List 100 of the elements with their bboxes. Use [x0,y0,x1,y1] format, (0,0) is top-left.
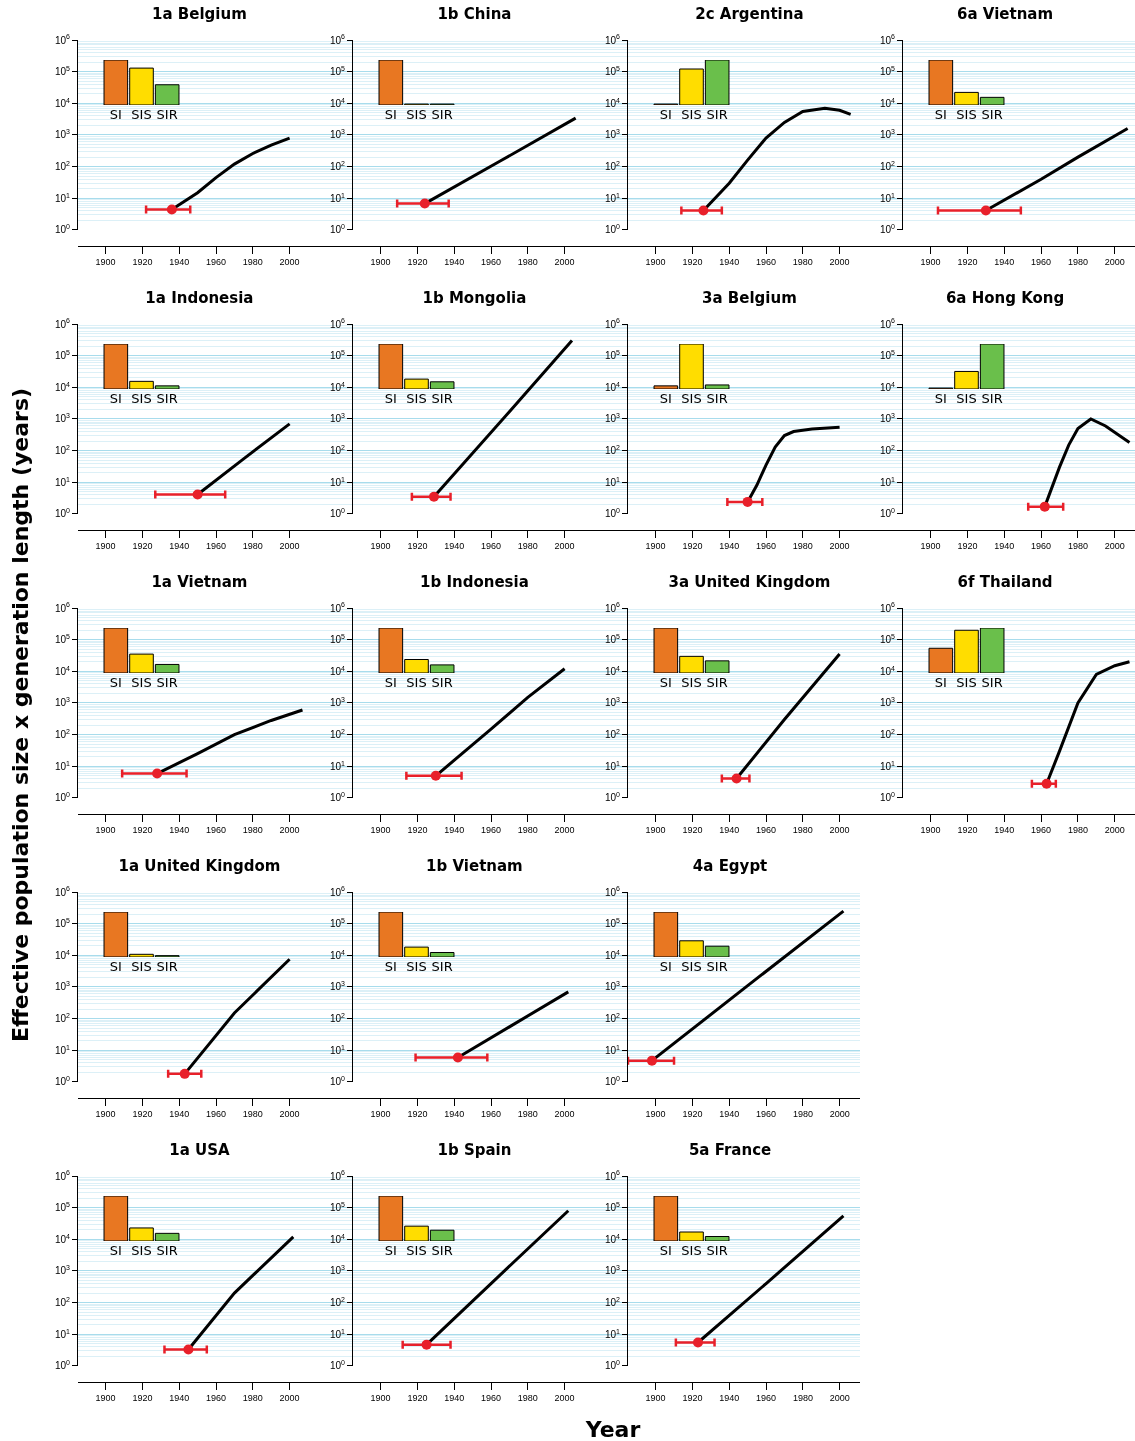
x-tick-label: SIR [156,107,178,122]
x-tick-label: SIR [431,959,453,974]
x-tick-label: 1980 [517,256,538,267]
y-tick-label: 10$^{6}$ [54,317,71,330]
chart-title: 6f Thailand [957,573,1053,592]
x-tick-label: 1900 [370,1108,391,1119]
y-tick-label: 10$^{1}$ [604,759,621,772]
x-axis-title: Year [585,1416,641,1441]
y-tick-label: 10$^{3}$ [329,980,346,993]
x-tick-label: SIS [956,107,977,122]
y-tick-label: 10$^{4}$ [329,96,346,109]
x-tick-label: 1900 [645,256,666,267]
x-tick-label: 1920 [132,540,153,551]
x-tick-label: 1960 [480,1392,502,1403]
y-tick-label: 10$^{1}$ [54,1327,71,1340]
y-tick-label: 10$^{5}$ [329,916,346,930]
y-tick-label: 10$^{4}$ [54,948,71,961]
x-tick-label: SI [109,959,122,974]
chart-title: 1a United Kingdom [118,857,281,876]
y-tick-label: 10$^{1}$ [329,1327,346,1340]
x-tick-label: SI [109,1243,122,1258]
x-tick-label: 1920 [682,540,703,551]
y-tick-label: 10$^{5}$ [329,1200,346,1214]
x-tick-label: 2000 [279,1108,300,1119]
y-tick-label: 10$^{3}$ [879,412,896,425]
y-tick-label: 10$^{0}$ [329,1359,346,1372]
x-tick-label: SI [384,1243,397,1258]
y-tick-label: 10$^{6}$ [329,1169,346,1182]
y-tick-label: 10$^{1}$ [54,191,71,204]
y-tick-label: 10$^{5}$ [54,64,71,78]
x-tick-label: 1900 [645,1392,666,1403]
y-tick-label: 10$^{2}$ [329,1011,346,1025]
y-tick-label: 10$^{4}$ [329,948,346,961]
y-tick-label: 10$^{6}$ [54,1169,71,1182]
x-tick-label: 1920 [957,824,978,835]
x-tick-label: 1900 [95,540,116,551]
x-tick-label: 1940 [444,540,465,551]
y-tick-label: 10$^{5}$ [604,632,621,646]
x-tick-label: SIS [956,391,977,406]
x-tick-label: SIR [156,675,178,690]
x-tick-label: 1940 [169,1392,190,1403]
chart-title: 1b China [437,5,512,24]
x-tick-label: SIS [681,1243,702,1258]
y-tick-label: 10$^{2}$ [879,443,896,457]
y-axis-title: Effective population size x generation length (years) [7,387,33,1043]
chart-title: 6a Hong Kong [945,289,1065,308]
y-tick-label: 10$^{5}$ [54,348,71,362]
x-tick-label: 1940 [444,824,465,835]
x-tick-label: 1940 [169,256,190,267]
y-tick-label: 10$^{1}$ [879,475,896,488]
x-tick-label: 1960 [205,540,227,551]
x-tick-label: SI [109,675,122,690]
chart-title: 6a Vietnam [957,5,1054,24]
y-tick-label: 10$^{3}$ [329,696,346,709]
y-tick-label: 10$^{1}$ [604,475,621,488]
x-tick-label: 1980 [242,256,263,267]
x-tick-label: SI [934,675,947,690]
y-tick-label: 10$^{0}$ [604,791,621,804]
y-tick-label: 10$^{3}$ [54,980,71,993]
x-tick-label: 1980 [792,1108,813,1119]
y-tick-label: 10$^{2}$ [54,727,71,741]
chart-title: 1a USA [169,1141,231,1160]
x-tick-label: 1940 [719,1392,740,1403]
x-tick-label: 1920 [957,256,978,267]
x-tick-label: 1980 [517,1108,538,1119]
x-tick-label: 1980 [1067,824,1088,835]
x-tick-label: 1980 [792,540,813,551]
x-tick-label: 2000 [554,540,575,551]
x-tick-label: 1960 [205,1392,227,1403]
x-tick-label: 1920 [407,256,428,267]
y-tick-label: 10$^{1}$ [54,759,71,772]
y-tick-label: 10$^{5}$ [329,632,346,646]
y-tick-label: 10$^{4}$ [604,96,621,109]
x-tick-label: 2000 [554,1392,575,1403]
x-tick-label: 2000 [829,256,850,267]
x-tick-label: SI [659,107,672,122]
x-tick-label: SIR [981,675,1003,690]
x-tick-label: 1900 [920,540,941,551]
x-tick-label: 1980 [517,824,538,835]
x-tick-label: SIR [156,1243,178,1258]
y-tick-label: 10$^{6}$ [54,601,71,614]
x-tick-label: 1940 [444,256,465,267]
x-tick-label: 1920 [682,1392,703,1403]
x-tick-label: 2000 [829,1108,850,1119]
x-tick-label: 1960 [205,824,227,835]
x-tick-label: SI [384,391,397,406]
x-tick-label: SIR [981,391,1003,406]
y-tick-label: 10$^{4}$ [329,1232,346,1245]
x-tick-label: 1900 [95,824,116,835]
y-tick-label: 10$^{6}$ [329,885,346,898]
y-tick-label: 10$^{0}$ [329,791,346,804]
x-tick-label: 1960 [755,824,777,835]
x-tick-label: 2000 [829,1392,850,1403]
x-tick-label: 1960 [1031,824,1052,835]
x-tick-label: 1920 [407,824,428,835]
x-tick-label: 1900 [95,1108,116,1119]
y-tick-label: 10$^{2}$ [329,727,346,741]
chart-title: 2c Argentina [695,5,804,24]
y-tick-label: 10$^{2}$ [604,727,621,741]
x-tick-label: 2000 [1104,256,1125,267]
